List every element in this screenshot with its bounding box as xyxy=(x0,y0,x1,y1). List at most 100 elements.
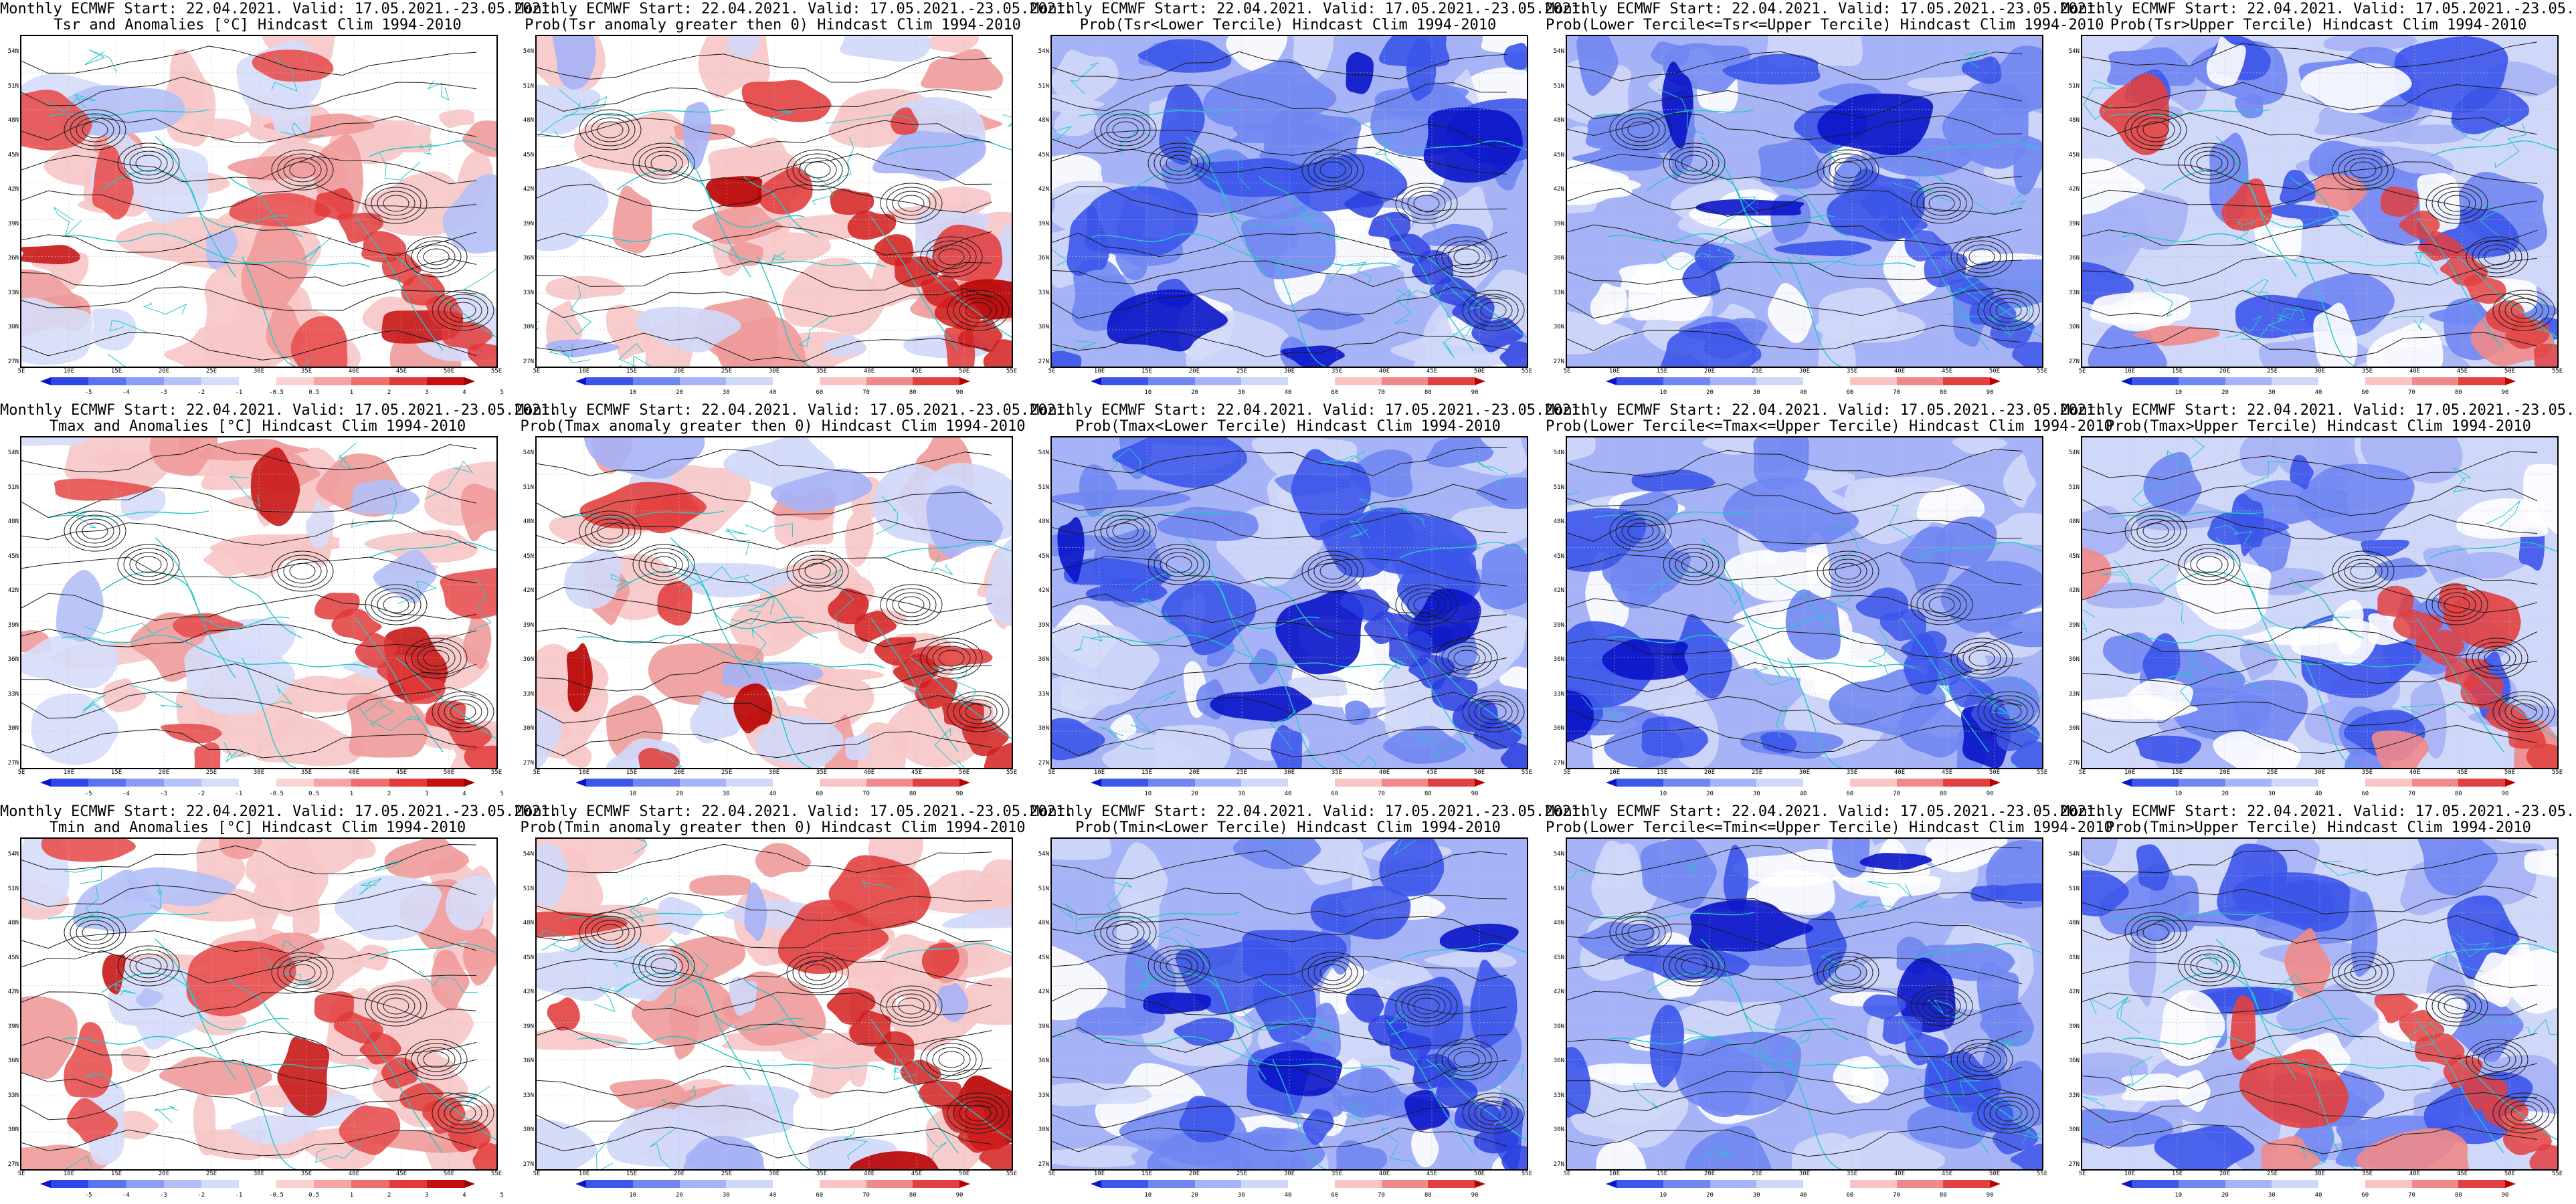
latitude-label: 30N xyxy=(523,324,534,330)
isoline-ring xyxy=(283,157,322,183)
colorbar xyxy=(575,377,970,389)
coastline-segment xyxy=(1185,537,1267,679)
isoline-ring xyxy=(405,1039,468,1080)
latitude-label: 33N xyxy=(2068,690,2080,698)
latitude-label: 39N xyxy=(523,621,534,629)
field-patch xyxy=(218,839,264,860)
colorbar-label: 90 xyxy=(1986,791,1994,797)
isoline-ring xyxy=(953,695,1004,728)
latitude-label: 54N xyxy=(7,851,19,858)
field-patch xyxy=(472,1142,496,1169)
longitude-label: 25E xyxy=(2266,368,2278,375)
coastline-segment xyxy=(2215,537,2297,679)
colorbar-segment xyxy=(1241,377,1289,385)
longitude-label: 25E xyxy=(721,769,733,776)
isoline-ring xyxy=(1447,1047,1486,1072)
isoline xyxy=(537,585,992,615)
border-segment xyxy=(798,315,832,347)
isoline-ring xyxy=(1989,699,2028,724)
longitude-label: 50E xyxy=(443,1171,455,1177)
longitude-label: 5E xyxy=(1563,769,1571,776)
isoline-ring xyxy=(64,109,126,150)
longitude-label: 10E xyxy=(2124,1171,2136,1177)
coastline-segment xyxy=(48,912,209,920)
isoline-ring xyxy=(898,195,925,212)
field-patch xyxy=(350,479,423,515)
longitude-label: 35E xyxy=(816,769,828,776)
isoline-ring xyxy=(1609,510,1672,552)
longitude-label: 15E xyxy=(1141,1171,1153,1177)
latitude-label: 51N xyxy=(2068,484,2080,491)
field-patch xyxy=(1404,1090,1453,1131)
field-patch xyxy=(1767,283,1815,343)
isoline-ring xyxy=(371,588,422,621)
isolines xyxy=(537,843,1010,1159)
colorbar-segment xyxy=(1617,377,1664,385)
panel-title: Tmax and Anomalies [°C] Hindcast Clim 19… xyxy=(49,418,466,435)
field-patch xyxy=(64,1021,114,1098)
panel-title: Tsr and Anomalies [°C] Hindcast Clim 199… xyxy=(54,17,462,33)
colorbar-high-end xyxy=(1475,377,1485,385)
panel-title: Prob(Tmin>Upper Tercile) Hindcast Clim 1… xyxy=(2106,819,2531,836)
isoline xyxy=(21,991,477,1019)
field-patch xyxy=(252,49,335,82)
panel-title: Prob(Tmin anomaly greater then 0) Hindca… xyxy=(520,819,1026,836)
border-segment xyxy=(1790,253,1853,271)
field-patch xyxy=(1987,512,2042,546)
isoline xyxy=(1052,231,1507,258)
colorbar-label: 70 xyxy=(1378,389,1385,396)
colorbar-segment xyxy=(2411,377,2460,385)
colorbar-label: 2 xyxy=(387,1192,391,1199)
field-patch xyxy=(149,437,221,476)
isoline-ring xyxy=(1829,960,1867,985)
colorbar-segment xyxy=(1849,779,1898,787)
field-patch xyxy=(1052,49,1121,108)
coastline-segment xyxy=(48,109,209,117)
isoline-ring xyxy=(411,641,462,675)
isoline-ring xyxy=(371,187,422,220)
border-segment xyxy=(85,1072,119,1089)
colorbar xyxy=(40,779,475,791)
longitude-label: 10E xyxy=(578,368,590,375)
isoline-ring xyxy=(585,916,636,949)
isoline xyxy=(21,1031,477,1058)
isoline xyxy=(1567,985,2023,1017)
field-patch xyxy=(384,839,472,879)
longitude-label: 20E xyxy=(1188,1171,1200,1177)
longitude-label: 30E xyxy=(2314,1171,2326,1177)
field-patch xyxy=(172,613,250,638)
longitude-label: 5E xyxy=(17,368,25,375)
isoline-ring xyxy=(432,691,494,732)
longitude-label: 40E xyxy=(2409,1171,2421,1177)
latitude-label: 45N xyxy=(1553,151,1564,159)
map-frame xyxy=(1566,436,2043,769)
latitude-label: 27N xyxy=(1553,1161,1564,1168)
longitude-label: 5E xyxy=(1563,368,1571,375)
panel-title: Prob(Lower Tercile<=Tmax<=Upper Tercile)… xyxy=(1546,418,2113,435)
coastline-segment xyxy=(670,537,751,679)
field-patch xyxy=(537,705,565,768)
isoline-ring xyxy=(1675,552,1714,577)
colorbar-label: 90 xyxy=(1471,1192,1479,1199)
border-segment xyxy=(314,1141,362,1163)
longitude-label: 50E xyxy=(958,368,970,375)
panel-title: Prob(Tmax>Upper Tercile) Hindcast Clim 1… xyxy=(2106,418,2531,435)
latitude-label: 51N xyxy=(2068,885,2080,892)
field-patch xyxy=(2136,844,2171,891)
isoline-ring xyxy=(1910,985,1973,1027)
coastlines xyxy=(537,88,1012,367)
colorbar-segment xyxy=(426,779,465,787)
coastline-segment xyxy=(1185,136,1267,278)
border-segment xyxy=(1776,705,1787,738)
border-segment xyxy=(469,578,492,631)
isoline xyxy=(1567,955,2023,985)
field-patch xyxy=(961,720,1012,757)
isoline xyxy=(2082,697,2538,726)
colorbar-label: 40 xyxy=(2314,389,2322,396)
colorbar-segment xyxy=(2458,1180,2506,1188)
colorbar-label: 10 xyxy=(2175,1192,2183,1199)
colorbar-label: 40 xyxy=(1284,791,1292,797)
isoline-ring xyxy=(377,993,416,1019)
latitude-label: 33N xyxy=(1553,1092,1564,1099)
